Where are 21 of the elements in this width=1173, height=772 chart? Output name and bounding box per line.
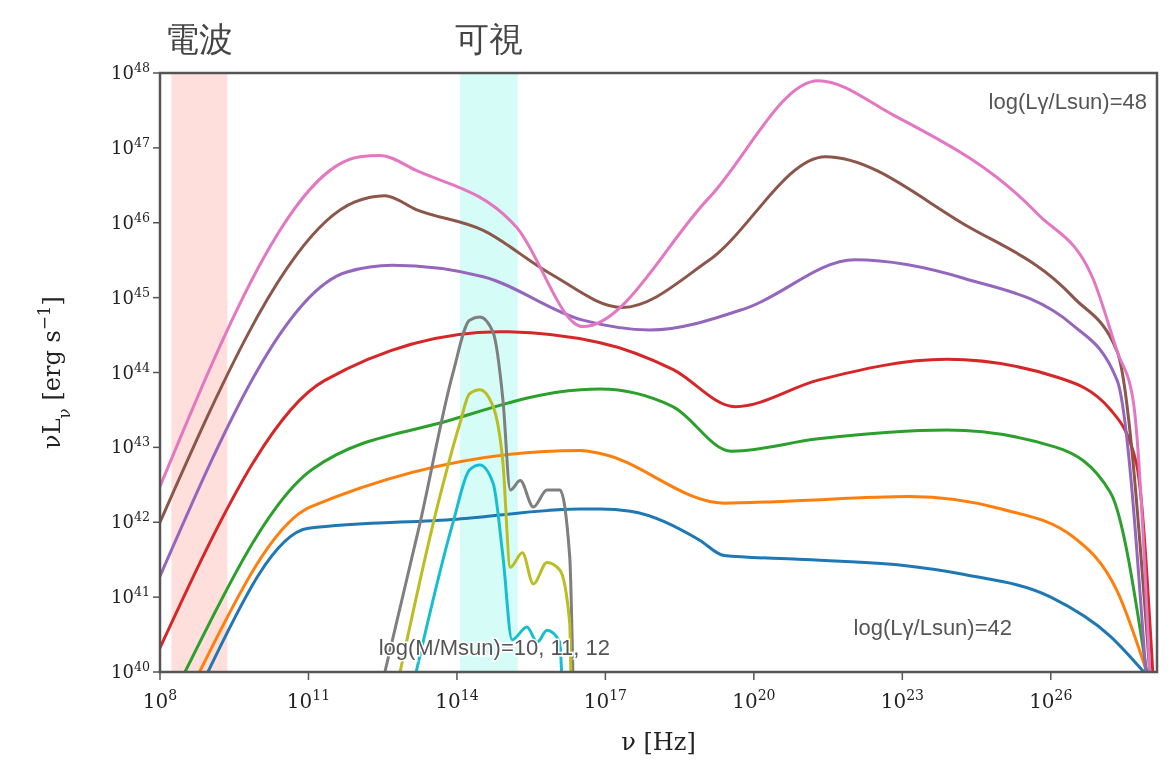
y-tick-label: 10$^{41}$ — [111, 583, 150, 608]
y-tick-label: 10$^{42}$ — [111, 508, 150, 533]
x-tick-label: 10$^{26}$ — [1029, 687, 1073, 713]
x-tick-label: 10$^{11}$ — [286, 687, 331, 713]
band-label: 可視 — [454, 19, 523, 59]
band-label: 電波 — [165, 19, 234, 59]
y-tick-label: 10$^{40}$ — [111, 658, 150, 682]
y-tick-label: 10$^{46}$ — [111, 209, 150, 233]
x-tick-label: 10$^{23}$ — [880, 687, 924, 713]
y-tick-label: 10$^{43}$ — [111, 433, 150, 458]
x-tick-label: 10$^{14}$ — [435, 687, 479, 713]
annotation: log(Lγ/Lsun)=48 — [988, 89, 1147, 114]
annotation: log(Lγ/Lsun)=42 — [853, 615, 1012, 640]
y-tick-label: 10$^{47}$ — [111, 134, 150, 158]
x-axis-title: ν [Hz] — [621, 728, 696, 756]
x-tick-label: 10$^{20}$ — [732, 687, 776, 713]
x-tick-label: 10$^{8}$ — [142, 687, 178, 713]
y-tick-label: 10$^{48}$ — [111, 59, 150, 83]
y-tick-label: 10$^{45}$ — [111, 284, 150, 308]
x-tick-label: 10$^{17}$ — [583, 687, 628, 713]
y-tick-label: 10$^{44}$ — [111, 359, 150, 383]
